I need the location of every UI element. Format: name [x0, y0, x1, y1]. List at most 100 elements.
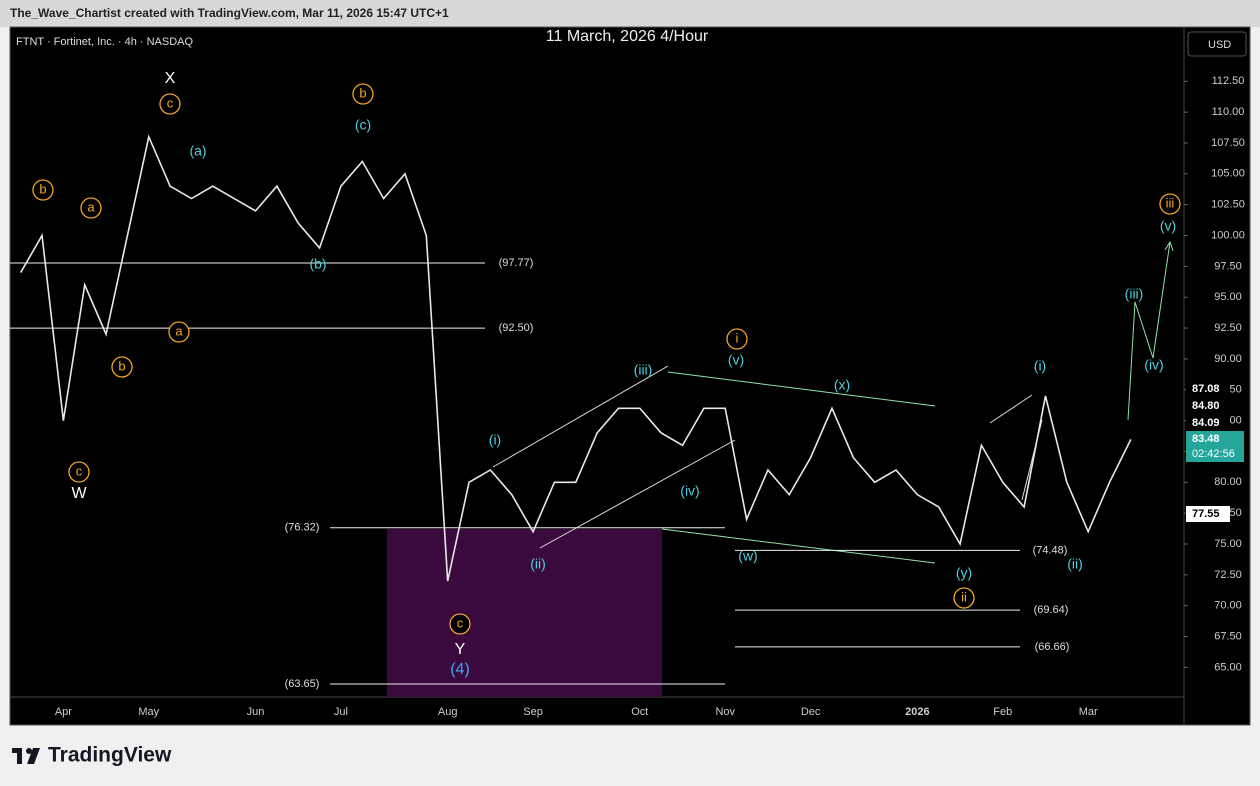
wave-label: (w) [738, 548, 757, 564]
wave-label: (b) [309, 256, 326, 272]
price-line [19, 134, 1132, 582]
y-tick-label: 65.00 [1214, 661, 1242, 673]
wave-ring [953, 587, 975, 609]
y-tick-label: 90.00 [1214, 353, 1242, 365]
price-tag: 84.80 [1186, 398, 1230, 414]
trend-line [661, 528, 936, 564]
tag-label: 84.09 [1192, 417, 1220, 429]
wave-label: (iii) [634, 362, 653, 378]
wave-ring [449, 613, 471, 635]
wave-label: (ii) [530, 556, 546, 572]
wave-ring [80, 197, 102, 219]
brand-name: TradingView [48, 744, 172, 767]
currency-box[interactable] [1187, 31, 1247, 57]
y-tick-label: 92.50 [1214, 322, 1242, 334]
x-tick-label: Feb [993, 706, 1012, 718]
brand: TradingView [12, 744, 172, 767]
wave-ring [1159, 193, 1181, 215]
x-tick-label: Apr [55, 706, 72, 718]
wave-label: c [167, 95, 174, 110]
wave-label: W [71, 485, 87, 502]
level-label: (92.50) [499, 322, 534, 334]
y-tick-label: 70.00 [1214, 600, 1242, 612]
wave-ring [111, 356, 133, 378]
level-label: (69.64) [1034, 604, 1069, 616]
wave-label: (iv) [680, 483, 699, 499]
chart-title: 11 March, 2026 4/Hour [546, 28, 709, 45]
y-tick-label: 107.50 [1211, 137, 1245, 149]
header-bar [0, 0, 1260, 27]
x-tick-label: Jul [334, 706, 348, 718]
x-tick-label: Sep [523, 706, 543, 718]
y-tick-label: 72.50 [1214, 569, 1242, 581]
wave-label: (ii) [1067, 556, 1083, 572]
level-label: (63.65) [285, 678, 320, 690]
wave-label: (v) [1160, 218, 1176, 234]
header: The_Wave_Chartist created with TradingVi… [10, 6, 449, 20]
tag-time: 02:42:56 [1192, 448, 1235, 460]
projection [1127, 241, 1171, 421]
wave-label: b [39, 181, 46, 196]
symbol: FTNT · Fortinet, Inc. · 4h · NASDAQ [16, 36, 193, 48]
wave-label: (a) [189, 143, 206, 159]
price-tag: 83.48 02:42:56 [1186, 431, 1244, 462]
zone [387, 529, 662, 697]
wave-label: (i) [1034, 358, 1046, 374]
tag-bg [1186, 398, 1230, 414]
wave-label: ii [961, 589, 967, 604]
wave-label: (i) [489, 432, 501, 448]
trend-lines [492, 240, 1174, 564]
trend-line [539, 439, 736, 549]
wave-ring [32, 179, 54, 201]
x-tick-label: Aug [438, 706, 458, 718]
wave-label: (x) [834, 377, 850, 393]
y-tick-label: 112.50 [1212, 75, 1245, 87]
wave-label: (iv) [1144, 357, 1163, 373]
x-tick-label: Mar [1079, 706, 1098, 718]
wave-label: (c) [355, 117, 371, 133]
logo [27, 748, 40, 764]
wave-label: (4) [450, 661, 470, 678]
level-label: (76.32) [285, 522, 320, 534]
tag-label: 84.80 [1192, 400, 1220, 412]
tag-bg [1186, 431, 1244, 462]
tag-bg [1186, 506, 1230, 522]
wave-ring [352, 83, 374, 105]
x-tick-label: Dec [801, 706, 821, 718]
price-tag: 84.09 [1186, 415, 1230, 431]
wave-label: b [118, 358, 125, 373]
wave-label: a [175, 323, 183, 338]
x-tick-label: May [138, 706, 159, 718]
price-tag: 77.55 [1186, 506, 1230, 522]
wave-ring [168, 321, 190, 343]
wave-ring [159, 93, 181, 115]
level-label: (97.77) [499, 257, 534, 269]
y-tick-label: 105.00 [1211, 168, 1245, 180]
y-tick-label: 67.50 [1214, 630, 1242, 642]
wave-label: b [359, 85, 366, 100]
tag-label: 87.08 [1192, 383, 1220, 395]
y-tick-label: 110.00 [1212, 106, 1245, 118]
logo [17, 748, 22, 764]
y-tick-label: 75.00 [1214, 538, 1242, 550]
wave-label: iii [1166, 195, 1175, 210]
tag-label: 83.48 [1192, 433, 1220, 445]
wave-ring [726, 328, 748, 350]
wave-label: (v) [728, 352, 744, 368]
wave-label: X [165, 70, 176, 87]
y-tick-label: 80.00 [1214, 476, 1242, 488]
trend-line [989, 394, 1033, 424]
logo [26, 748, 32, 754]
tag-bg [1186, 381, 1230, 397]
level-label: (66.66) [1035, 641, 1070, 653]
tag-label: 77.55 [1192, 508, 1220, 520]
wave-label: a [87, 199, 95, 214]
level-label: (74.48) [1033, 544, 1068, 556]
projection-arrow [1164, 240, 1174, 252]
wave-label: (iii) [1125, 286, 1144, 302]
wave-ring [68, 461, 90, 483]
wave-label: c [457, 615, 464, 630]
price-tag: 87.08 [1186, 381, 1230, 397]
wave-label: Y [455, 641, 466, 658]
